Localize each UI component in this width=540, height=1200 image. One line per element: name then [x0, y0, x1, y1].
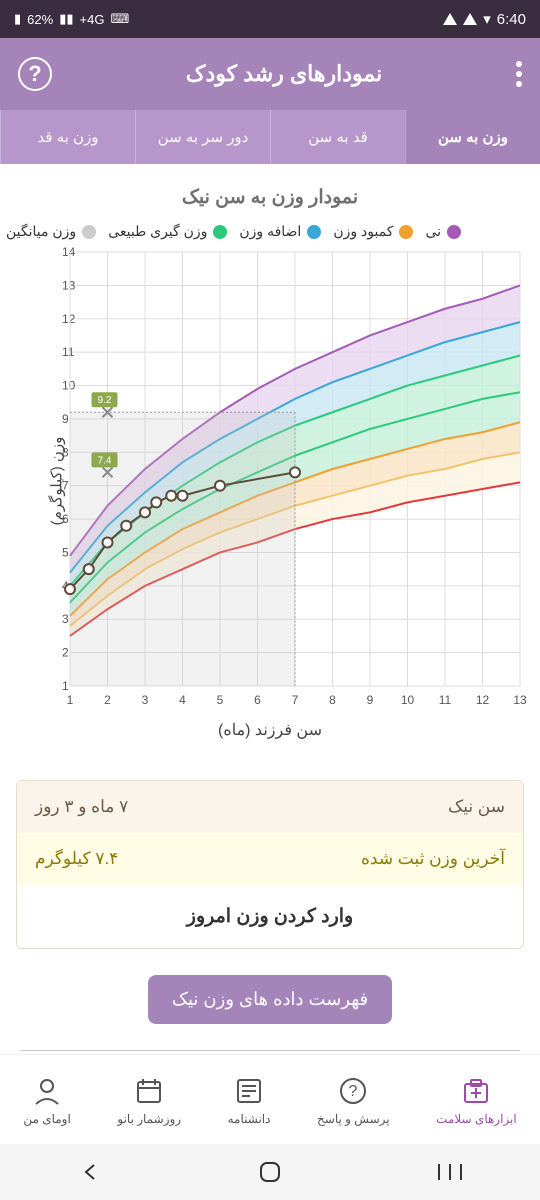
svg-text:10: 10	[62, 379, 76, 393]
medkit-icon	[459, 1074, 493, 1108]
calendar-icon	[132, 1074, 166, 1108]
svg-text:13: 13	[513, 693, 527, 707]
svg-text:10: 10	[401, 693, 415, 707]
divider	[20, 1050, 520, 1051]
info-age-row: سن نیک ۷ ماه و ۳ روز	[17, 781, 523, 833]
chart-title: نمودار وزن به سن نیک	[0, 186, 540, 209]
news-icon	[232, 1074, 266, 1108]
svg-text:?: ?	[349, 1083, 358, 1100]
app-bar: نمودارهای رشد کودک ?	[0, 38, 540, 110]
legend-item: کمبود وزن	[333, 223, 413, 240]
status-bar: 6:40 ▾ ⌨ 4G+ ▮▮ 62% ▮	[0, 0, 540, 38]
svg-text:5: 5	[217, 693, 224, 707]
svg-text:2: 2	[104, 693, 111, 707]
app-title: نمودارهای رشد کودک	[52, 61, 516, 87]
age-value: ۷ ماه و ۳ روز	[35, 797, 128, 817]
svg-text:2: 2	[62, 646, 69, 660]
status-warn-icon	[463, 13, 477, 25]
svg-text:9.2: 9.2	[98, 395, 112, 406]
svg-text:7: 7	[62, 479, 69, 493]
overflow-menu-button[interactable]	[516, 61, 522, 87]
svg-text:1: 1	[62, 679, 69, 693]
svg-text:3: 3	[62, 612, 69, 626]
svg-text:5: 5	[62, 545, 69, 559]
svg-text:9: 9	[367, 693, 374, 707]
chart: وزن (کیلوگرم) 12345678910111213141234567…	[10, 246, 530, 716]
battery-icon: ▮	[14, 11, 21, 27]
content: نمودار وزن به سن نیک نی کمبود وزن اضافه وز…	[0, 164, 540, 1054]
qa-icon: ?	[336, 1074, 370, 1108]
svg-text:11: 11	[62, 345, 75, 359]
tab-1[interactable]: قد به سن	[270, 110, 405, 164]
svg-text:14: 14	[62, 246, 76, 259]
status-warn-icon	[443, 13, 457, 25]
status-icon-check: ▾	[483, 10, 491, 28]
svg-text:4: 4	[179, 693, 186, 707]
legend-item: اضافه وزن	[239, 223, 321, 240]
home-button[interactable]	[248, 1158, 292, 1186]
age-label: سن نیک	[448, 797, 505, 817]
svg-text:11: 11	[439, 693, 452, 707]
svg-text:13: 13	[62, 278, 76, 292]
nav-profile[interactable]: اومای من	[23, 1074, 71, 1126]
enter-weight-button[interactable]: وارد کردن وزن امروز	[17, 885, 523, 948]
last-weight-label: آخرین وزن ثبت شده	[361, 849, 505, 869]
nav-calendar[interactable]: روزشمار بانو	[117, 1074, 181, 1126]
svg-text:12: 12	[62, 312, 76, 326]
x-axis-label: سن فرزند (ماه)	[0, 720, 540, 740]
nav-qa[interactable]: ?پرسش و پاسخ	[317, 1074, 390, 1126]
recent-apps-button[interactable]	[428, 1158, 472, 1186]
tab-0[interactable]: وزن به سن	[405, 110, 540, 164]
legend-item: وزن میانگین	[6, 223, 96, 240]
svg-text:7: 7	[292, 693, 299, 707]
bottom-nav: ابزارهای سلامت ?پرسش و پاسخ دانشنامه روزشما…	[0, 1054, 540, 1144]
status-net: 4G+	[80, 12, 105, 27]
help-button[interactable]: ?	[18, 57, 52, 91]
tab-3[interactable]: وزن به قد	[0, 110, 135, 164]
status-vpn-icon: ⌨	[110, 11, 129, 27]
system-nav	[0, 1144, 540, 1200]
status-time: 6:40	[497, 11, 526, 28]
status-signal-icon: ▮▮	[59, 11, 73, 27]
nav-news[interactable]: دانشنامه	[228, 1074, 271, 1126]
chart-svg: 1234567891011121314123456789101112139.27…	[10, 246, 530, 716]
svg-text:1: 1	[67, 693, 74, 707]
svg-text:8: 8	[62, 445, 69, 459]
profile-icon	[30, 1074, 64, 1108]
legend-item: نی	[425, 223, 461, 240]
tab-2[interactable]: دور سر به سن	[135, 110, 270, 164]
svg-text:7.4: 7.4	[98, 455, 112, 466]
nav-medkit[interactable]: ابزارهای سلامت	[436, 1074, 517, 1126]
svg-text:12: 12	[476, 693, 490, 707]
svg-text:6: 6	[62, 512, 69, 526]
legend: نی کمبود وزن اضافه وزن وزن گیری طبیعی وزن می…	[0, 223, 540, 246]
tabs: وزن به سنقد به سندور سر به سنوزن به قد	[0, 110, 540, 164]
svg-text:8: 8	[329, 693, 336, 707]
back-button[interactable]	[68, 1158, 112, 1186]
legend-item: وزن گیری طبیعی	[108, 223, 227, 240]
last-weight-value: ۷.۴ کیلوگرم	[35, 849, 118, 869]
svg-text:6: 6	[254, 693, 261, 707]
svg-text:9: 9	[62, 412, 69, 426]
status-battery: 62%	[27, 12, 53, 27]
weight-list-button[interactable]: فهرست داده های وزن نیک	[148, 975, 392, 1024]
svg-text:3: 3	[142, 693, 149, 707]
info-last-row: آخرین وزن ثبت شده ۷.۴ کیلوگرم	[17, 833, 523, 885]
info-card: سن نیک ۷ ماه و ۳ روز آخرین وزن ثبت شده ۷…	[16, 780, 524, 949]
